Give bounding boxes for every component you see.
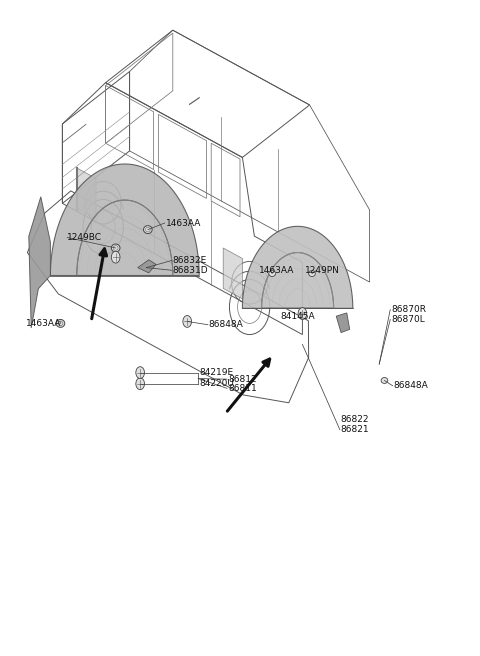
Ellipse shape [269, 270, 276, 277]
Text: 86812: 86812 [228, 375, 257, 384]
Text: 86848A: 86848A [394, 381, 428, 390]
Polygon shape [50, 164, 199, 276]
Ellipse shape [111, 244, 120, 252]
Polygon shape [138, 260, 156, 273]
Text: 1463AA: 1463AA [259, 266, 295, 275]
Text: 1249BC: 1249BC [67, 233, 102, 242]
Circle shape [136, 378, 144, 390]
Ellipse shape [381, 378, 388, 383]
Circle shape [111, 251, 120, 263]
Ellipse shape [56, 319, 65, 327]
Ellipse shape [309, 270, 315, 277]
Text: 86848A: 86848A [209, 320, 243, 329]
Text: 86870R: 86870R [391, 305, 426, 314]
Text: 86831D: 86831D [173, 266, 208, 275]
Text: 86811: 86811 [228, 384, 257, 393]
Polygon shape [29, 197, 50, 328]
Circle shape [298, 308, 307, 319]
Text: 84220U: 84220U [199, 379, 234, 388]
Text: 1249PN: 1249PN [305, 266, 340, 275]
Text: 86821: 86821 [341, 425, 370, 434]
Ellipse shape [144, 226, 152, 234]
Circle shape [183, 316, 192, 327]
Text: 86822: 86822 [341, 415, 369, 424]
Text: 1463AA: 1463AA [26, 319, 62, 328]
Text: 86832E: 86832E [173, 256, 207, 265]
Text: 1463AA: 1463AA [166, 218, 201, 228]
Text: 86870L: 86870L [391, 315, 425, 324]
Polygon shape [77, 168, 96, 219]
Text: 84145A: 84145A [281, 312, 315, 321]
Polygon shape [242, 226, 353, 308]
Circle shape [136, 367, 144, 379]
Text: 84219E: 84219E [199, 368, 233, 377]
Polygon shape [223, 248, 242, 299]
Polygon shape [336, 313, 349, 333]
